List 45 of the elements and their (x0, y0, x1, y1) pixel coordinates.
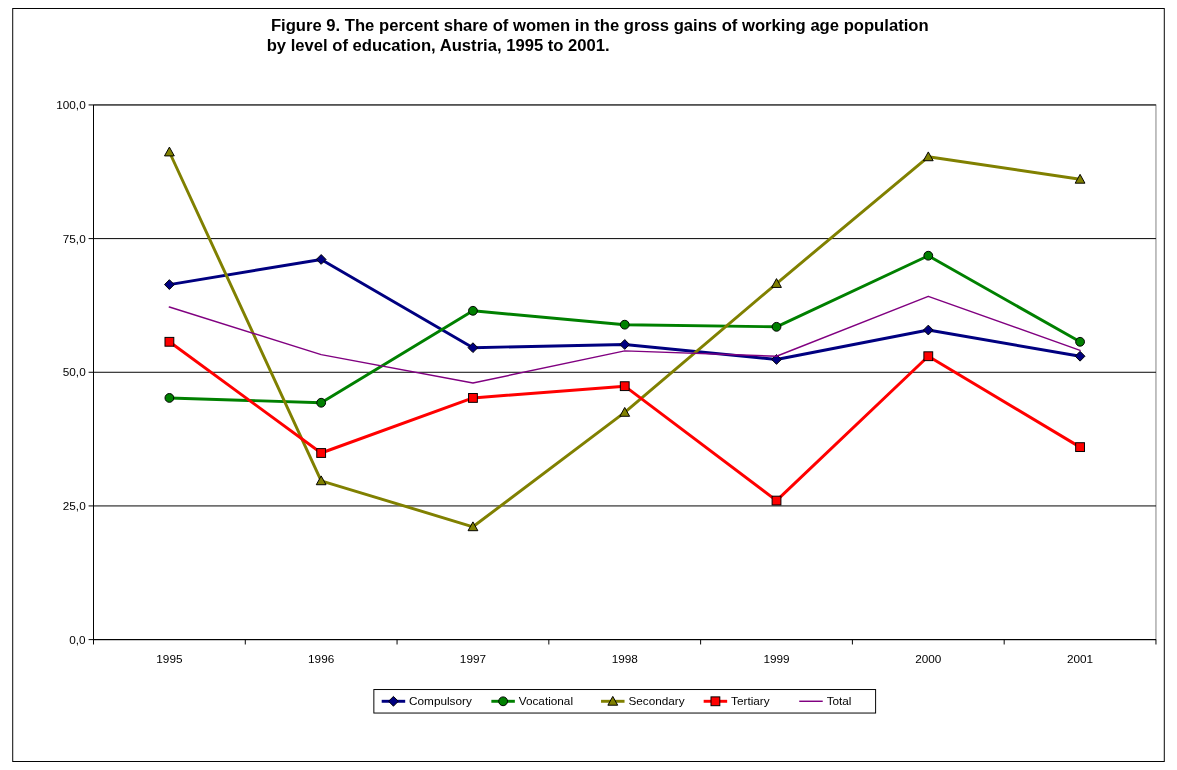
x-tick-label: 1995 (156, 652, 183, 666)
point (1075, 442, 1085, 453)
point (1074, 173, 1086, 184)
y-tick-label: 75,0 (62, 231, 87, 245)
legend-label: Compulsory (409, 694, 472, 708)
y-tick-label: 100,0 (56, 98, 87, 112)
point (467, 521, 479, 532)
legend-label: Secondary (628, 694, 685, 708)
point (164, 393, 175, 403)
point (619, 406, 631, 417)
y-tick-label: 25,0 (62, 499, 87, 513)
legend-label: Tertiary (731, 694, 770, 708)
point (468, 393, 478, 403)
point (619, 381, 630, 392)
x-tick-label: 1996 (308, 652, 335, 666)
x-tick-label: 1997 (459, 652, 487, 666)
point (164, 336, 175, 347)
point (771, 495, 782, 506)
point (316, 448, 327, 458)
point (771, 278, 782, 288)
point (1074, 350, 1086, 362)
point (619, 339, 631, 350)
point (468, 305, 478, 316)
y-tick-label: 0,0 (69, 632, 87, 646)
point (619, 319, 630, 330)
point (164, 279, 175, 290)
point (315, 475, 327, 486)
legend-label: Total (826, 694, 852, 708)
x-tick-label: 2001 (1067, 652, 1094, 666)
point (315, 254, 327, 265)
point (922, 151, 934, 162)
x-tick-label: 1998 (611, 652, 639, 666)
chart-title: Figure 9. The percent share of women in the gross gains of working age population by level of education, Austria, 1995 to 2001. (266, 16, 929, 56)
legend-label: Vocational (518, 694, 574, 708)
x-tick-label: 1999 (763, 652, 790, 666)
point (1075, 336, 1085, 347)
point (923, 351, 934, 362)
point (164, 146, 175, 157)
point (923, 250, 934, 261)
x-tick-label: 2000 (915, 652, 942, 666)
point (467, 342, 479, 354)
y-tick-label: 50,0 (62, 365, 87, 379)
point (771, 321, 782, 332)
point (922, 324, 934, 336)
point (316, 397, 327, 408)
